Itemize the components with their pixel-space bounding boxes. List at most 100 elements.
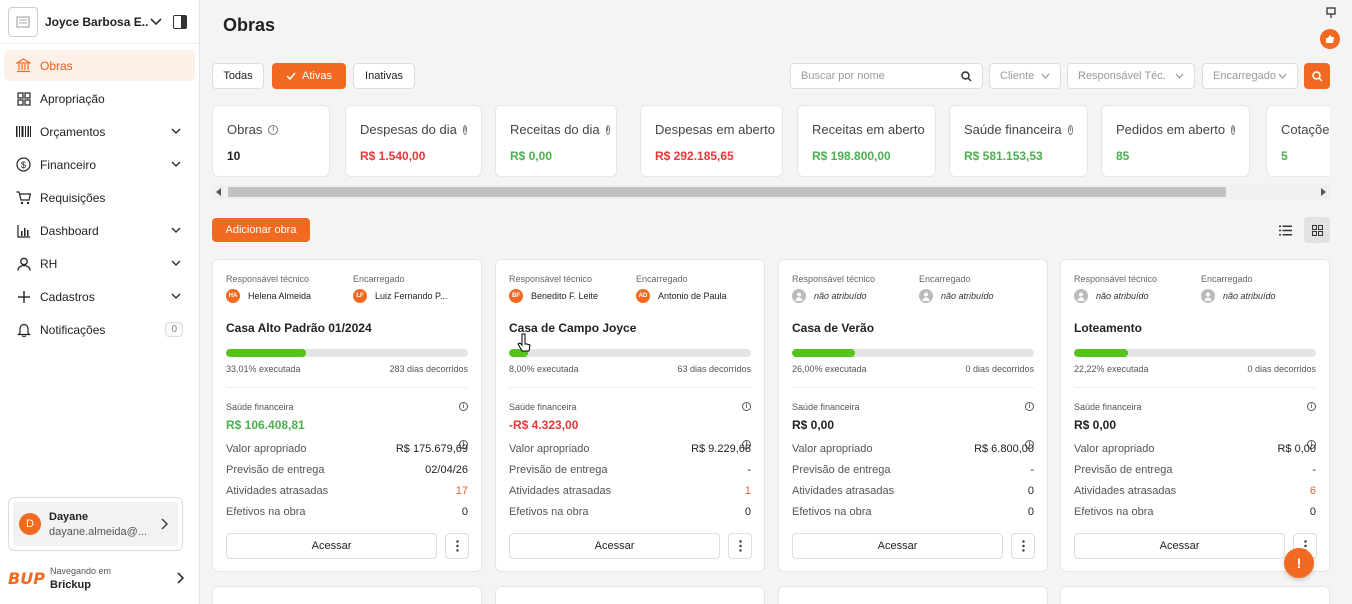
sidebar-item-label: Notificações (40, 322, 106, 337)
sidebar-item-obras[interactable]: Obras (4, 50, 195, 81)
user-icon (16, 256, 31, 271)
filter-ativas-button[interactable]: Ativas (272, 63, 346, 89)
info-icon[interactable]: i (459, 439, 468, 449)
efetivos-value: 0 (461, 506, 468, 518)
user-card[interactable]: D Dayane dayane.almeida@... (8, 497, 183, 551)
sidebar-item-orcamentos[interactable]: Orçamentos (4, 116, 195, 147)
info-icon[interactable]: i (268, 124, 279, 135)
sidebar-item-financeiro[interactable]: $ Financeiro (4, 149, 195, 180)
info-icon[interactable]: i (1307, 439, 1316, 449)
grid-view-button[interactable] (1304, 217, 1330, 243)
encarregado-select-value: Encarregado (1213, 70, 1276, 82)
saude-label: Saúde financeira (509, 402, 577, 412)
sidebar-item-dashboard[interactable]: Dashboard (4, 215, 195, 246)
info-icon[interactable]: i (1025, 402, 1034, 411)
feedback-icon[interactable] (1324, 6, 1338, 20)
info-icon[interactable]: i (462, 124, 467, 135)
valor-label: Valor apropriado (792, 443, 873, 455)
info-icon[interactable]: i (742, 439, 751, 449)
efetivos-label: Efetivos na obra (792, 506, 872, 518)
encarregado-select[interactable]: Encarregado (1202, 63, 1298, 89)
company-switcher[interactable]: Joyce Barbosa E... (0, 0, 199, 44)
previsao-label: Previsão de entrega (226, 464, 325, 476)
chevron-down-icon[interactable] (149, 15, 163, 29)
obra-title[interactable]: Casa Alto Padrão 01/2024 (226, 321, 372, 335)
more-options-button[interactable] (728, 533, 752, 559)
info-icon[interactable]: i (742, 402, 751, 411)
obra-title[interactable]: Casa de Campo Joyce (509, 321, 637, 335)
more-options-button[interactable] (1011, 533, 1035, 559)
search-input[interactable] (801, 70, 961, 82)
stat-label: Pedidos em aberto (1116, 122, 1226, 137)
valor-label: Valor apropriado (1074, 443, 1155, 455)
valor-value: R$ 0,00 (1277, 443, 1316, 455)
previsao-label: Previsão de entrega (509, 464, 608, 476)
previsao-value: 02/04/26 (425, 464, 468, 476)
scroll-right-icon[interactable] (1321, 188, 1326, 196)
filter-inativas-button[interactable]: Inativas (353, 63, 415, 89)
person-name: Benedito F. Leite (531, 291, 599, 301)
more-options-button[interactable] (445, 533, 469, 559)
responsavel-select-value: Responsável Téc. (1078, 70, 1166, 82)
info-icon[interactable]: i (1067, 124, 1073, 135)
scrollbar-thumb[interactable] (228, 187, 1226, 197)
scroll-left-icon[interactable] (216, 188, 221, 196)
stat-card: Receitas em aberto R$ 198.800,00 (797, 105, 936, 177)
cliente-select[interactable]: Cliente (989, 63, 1061, 89)
sidebar-item-apropriacao[interactable]: Apropriação (4, 83, 195, 114)
person-avatar: LF (353, 289, 367, 303)
svg-text:$: $ (21, 160, 26, 170)
stat-label: Obras (227, 122, 263, 137)
info-icon[interactable]: i (1025, 439, 1034, 449)
stat-card: Despesas do dia i R$ 1.540,00 (345, 105, 482, 177)
person-name: não atribuído (1223, 291, 1276, 301)
alert-fab[interactable]: ! (1284, 548, 1314, 578)
stat-card: Obras i 10 (212, 105, 330, 177)
person-role-label: Encarregado (353, 274, 405, 284)
sidebar-toggle-icon[interactable] (173, 14, 187, 29)
days-elapsed: 0 dias decorridos (1247, 364, 1316, 374)
grid-icon (1311, 224, 1323, 236)
divider (792, 387, 1034, 388)
progress-bar (226, 349, 468, 357)
obra-title[interactable]: Loteamento (1074, 321, 1143, 335)
workspace-caption: Navegando em (50, 565, 112, 576)
person-role-label: Responsável técnico (792, 274, 876, 284)
horizontal-scrollbar[interactable] (212, 185, 1330, 199)
workspace-switcher[interactable]: BUP Navegando em Brickup (8, 560, 188, 596)
encarregado: Encarregado AD Antonio de Paula (636, 274, 756, 303)
chevron-down-icon (1175, 73, 1184, 79)
acessar-button[interactable]: Acessar (1074, 533, 1285, 559)
chevron-right-icon (158, 517, 172, 531)
efetivos-value: 0 (744, 506, 751, 518)
search-button[interactable] (1304, 63, 1330, 89)
acessar-button[interactable]: Acessar (509, 533, 720, 559)
info-icon[interactable]: i (605, 124, 610, 135)
add-obra-button[interactable]: Adicionar obra (212, 218, 310, 242)
thumbs-up-icon[interactable] (1320, 29, 1340, 49)
stat-value: R$ 581.153,53 (964, 149, 1043, 163)
sidebar-item-cadastros[interactable]: Cadastros (4, 281, 195, 312)
person-name: Helena Almeida (248, 291, 312, 301)
person-role-label: Encarregado (1201, 274, 1253, 284)
atividades-label: Atividades atrasadas (226, 485, 329, 497)
responsavel-select[interactable]: Responsável Téc. (1067, 63, 1195, 89)
sidebar-item-requisicoes[interactable]: Requisições (4, 182, 195, 213)
info-icon[interactable]: i (1231, 124, 1236, 135)
info-icon[interactable]: i (459, 402, 468, 411)
sidebar-item-notificacoes[interactable]: Notificações 0 (4, 314, 195, 345)
sidebar-item-rh[interactable]: RH (4, 248, 195, 279)
responsavel-tecnico: Responsável técnico BF Benedito F. Leite (509, 274, 629, 303)
list-view-button[interactable] (1272, 217, 1298, 243)
filter-todas-button[interactable]: Todas (212, 63, 264, 89)
acessar-button[interactable]: Acessar (792, 533, 1003, 559)
obra-title[interactable]: Casa de Verão (792, 321, 875, 335)
list-icon (1278, 225, 1292, 235)
acessar-button[interactable]: Acessar (226, 533, 437, 559)
plus-icon (16, 289, 31, 304)
efetivos-value: 0 (1027, 506, 1034, 518)
stat-value: R$ 0,00 (510, 149, 553, 163)
search-icon[interactable] (961, 70, 972, 82)
divider (509, 387, 751, 388)
info-icon[interactable]: i (1307, 402, 1316, 411)
